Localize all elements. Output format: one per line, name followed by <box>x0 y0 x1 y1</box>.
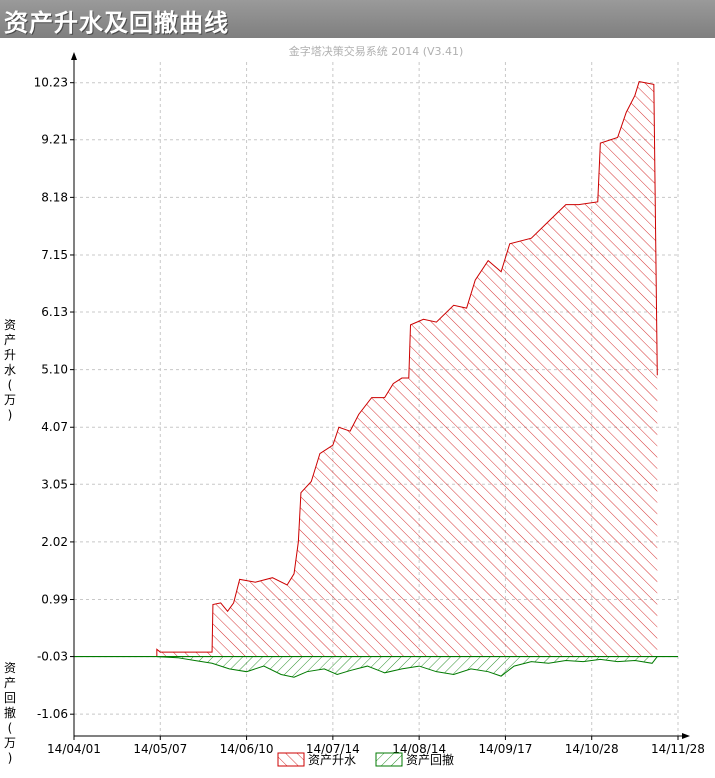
x-tick-label: 14/10/28 <box>565 742 619 756</box>
x-tick-label: 14/08/14 <box>392 742 446 756</box>
legend-swatch-drawdown <box>375 752 403 767</box>
y-tick-label: 5.10 <box>41 363 68 377</box>
x-tick-label: 14/07/14 <box>306 742 360 756</box>
legend-swatch-equity <box>277 752 305 767</box>
y-tick-label: 10.23 <box>34 76 68 90</box>
chart-subtitle: 金字塔决策交易系统 2014 (V3.41) <box>289 44 464 58</box>
y-tick-label: 9.21 <box>41 133 68 147</box>
y-axis-label-lower: 资产回撤(万) <box>4 661 16 765</box>
y-tick-label: 7.15 <box>41 248 68 262</box>
x-tick-label: 14/09/17 <box>478 742 532 756</box>
x-tick-label: 14/11/28 <box>651 742 705 756</box>
series-equity-area <box>156 81 658 657</box>
y-axis-ticks: 10.23 9.21 8.18 7.15 6.13 5.10 4.07 3.05 2.02 0.9… <box>34 76 74 721</box>
x-tick-label: 14/06/10 <box>220 742 274 756</box>
x-tick-label: 14/04/01 <box>47 742 101 756</box>
legend-label-equity: 资产升水 <box>308 753 356 767</box>
y-tick-label: 6.13 <box>41 305 68 319</box>
legend: 资产升水 资产回撤 <box>277 752 454 767</box>
window-title: 资产升水及回撤曲线 <box>4 9 229 37</box>
title-bar: 资产升水及回撤曲线 <box>0 0 715 39</box>
y-tick-label: -0.03 <box>37 650 68 664</box>
series-drawdown-area <box>156 656 658 678</box>
series-drawdown-line <box>156 656 658 678</box>
y-tick-label: 2.02 <box>41 535 68 549</box>
y-tick-label: 0.99 <box>41 593 68 607</box>
chart-panel: 金字塔决策交易系统 2014 (V3.41) 10.23 9.21 8.18 7.15… <box>0 38 715 778</box>
series-equity-line <box>156 81 658 657</box>
x-axis-arrow <box>682 733 690 739</box>
y-tick-label: 4.07 <box>41 420 68 434</box>
y-tick-label: 3.05 <box>41 477 68 491</box>
y-axis-arrow <box>71 52 77 60</box>
x-tick-label: 14/05/07 <box>133 742 187 756</box>
x-axis-ticks: 14/04/01 14/05/07 14/06/10 14/07/14 14/08/14… <box>47 736 705 756</box>
y-tick-label: -1.06 <box>37 707 68 721</box>
equity-drawdown-chart: 金字塔决策交易系统 2014 (V3.41) 10.23 9.21 8.18 7.15… <box>4 44 705 767</box>
legend-label-drawdown: 资产回撤 <box>406 752 454 767</box>
y-tick-label: 8.18 <box>41 190 68 204</box>
y-axis-label-upper: 资产升水(万) <box>4 318 16 422</box>
